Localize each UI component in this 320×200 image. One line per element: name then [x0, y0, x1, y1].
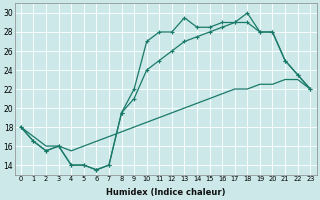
X-axis label: Humidex (Indice chaleur): Humidex (Indice chaleur)	[106, 188, 225, 197]
